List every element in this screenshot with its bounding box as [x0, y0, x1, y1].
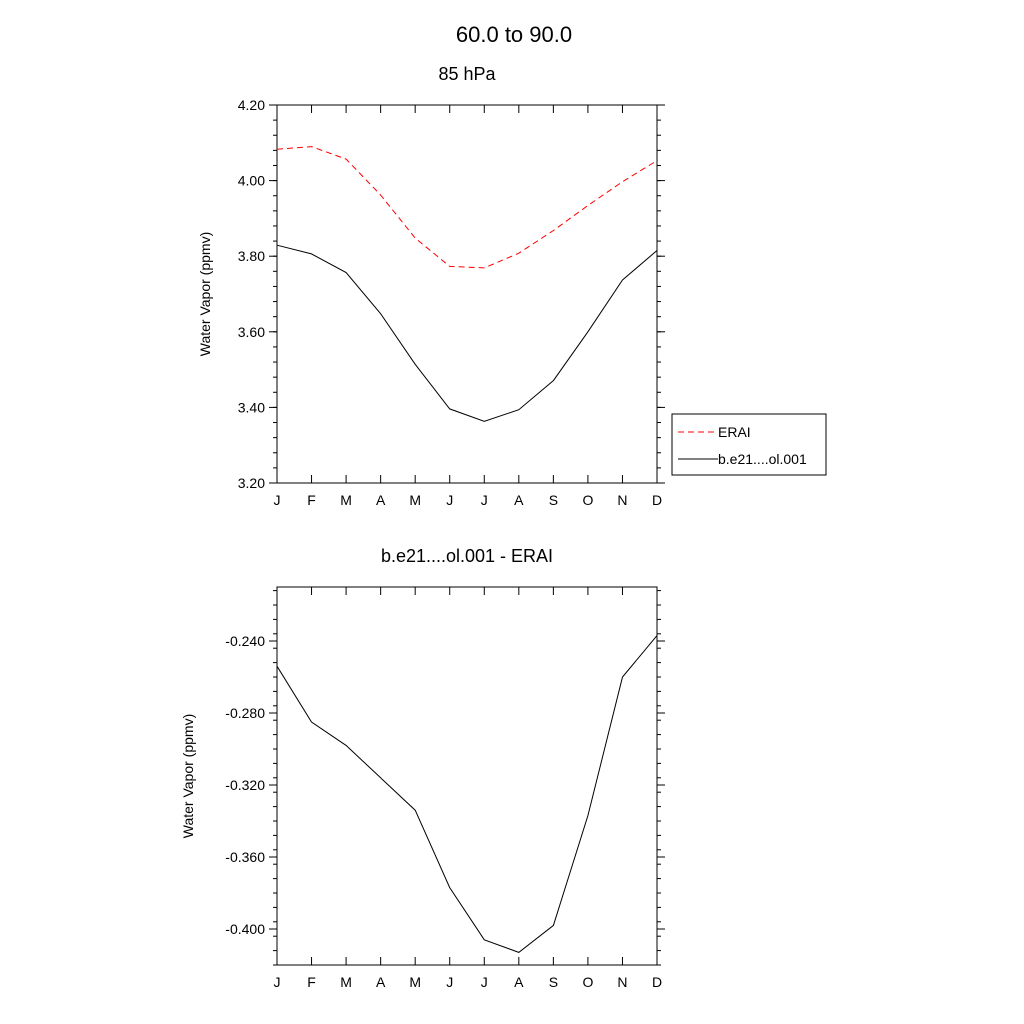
- bottom-y-tick-label: -0.240: [225, 633, 265, 649]
- bottom-series-line-difference: [276, 635, 658, 953]
- top-chart-title: 85 hPa: [438, 64, 496, 84]
- top-y-tick-label: 4.00: [238, 173, 265, 189]
- bottom-x-tick-label: A: [376, 974, 386, 990]
- top-series-line-b-e21-ol-001: [276, 244, 658, 422]
- bottom-y-tick-label: -0.400: [225, 921, 265, 937]
- bottom-x-tick-label: F: [307, 974, 316, 990]
- top-x-tick-label: D: [652, 492, 662, 508]
- bottom-x-tick-label: J: [274, 974, 281, 990]
- bottom-chart-title: b.e21....ol.001 - ERAI: [381, 546, 553, 566]
- bottom-chart-panel: b.e21....ol.001 - ERAI Water Vapor (ppmv…: [180, 546, 665, 990]
- top-series-line-erai: [276, 146, 658, 269]
- bottom-y-tick-label: -0.320: [225, 777, 265, 793]
- top-y-tick-label: 3.80: [238, 248, 265, 264]
- top-y-tick-label: 3.40: [238, 399, 265, 415]
- top-x-tick-label: A: [376, 492, 386, 508]
- bottom-x-tick-label: A: [514, 974, 524, 990]
- bottom-chart-ylabel: Water Vapor (ppmv): [180, 714, 196, 838]
- top-y-tick-label: 3.60: [238, 324, 265, 340]
- legend-label-model: b.e21....ol.001: [718, 451, 807, 467]
- bottom-y-tick-label: -0.360: [225, 849, 265, 865]
- bottom-x-tick-label: J: [446, 974, 453, 990]
- top-chart-legend: ERAI b.e21....ol.001: [671, 413, 827, 476]
- legend-box: [671, 413, 827, 476]
- top-y-tick-label: 4.20: [238, 97, 265, 113]
- top-x-tick-label: A: [514, 492, 524, 508]
- bottom-x-tick-label: J: [481, 974, 488, 990]
- bottom-x-tick-label: M: [340, 974, 352, 990]
- bottom-x-tick-label: M: [409, 974, 421, 990]
- top-chart-panel: 85 hPa Water Vapor (ppmv) J F M A M J J A S O N D 3.…: [197, 64, 665, 508]
- top-x-tick-label: J: [481, 492, 488, 508]
- top-x-tick-label: N: [617, 492, 627, 508]
- top-x-tick-label: S: [549, 492, 558, 508]
- bottom-x-tick-label: D: [652, 974, 662, 990]
- top-chart-ylabel: Water Vapor (ppmv): [197, 232, 213, 356]
- top-x-tick-label: J: [274, 492, 281, 508]
- bottom-x-tick-label: O: [582, 974, 593, 990]
- top-x-tick-label: M: [409, 492, 421, 508]
- bottom-x-tick-label: S: [549, 974, 558, 990]
- legend-label-erai: ERAI: [718, 424, 751, 440]
- top-x-tick-label: O: [582, 492, 593, 508]
- top-plot-frame: [276, 104, 658, 484]
- top-x-tick-label: J: [446, 492, 453, 508]
- bottom-x-tick-label: N: [617, 974, 627, 990]
- bottom-plot-frame: [276, 586, 658, 966]
- top-x-tick-label: M: [340, 492, 352, 508]
- bottom-y-tick-label: -0.280: [225, 705, 265, 721]
- top-y-tick-label: 3.20: [238, 475, 265, 491]
- top-x-tick-label: F: [307, 492, 316, 508]
- figure-title: 60.0 to 90.0: [456, 22, 572, 47]
